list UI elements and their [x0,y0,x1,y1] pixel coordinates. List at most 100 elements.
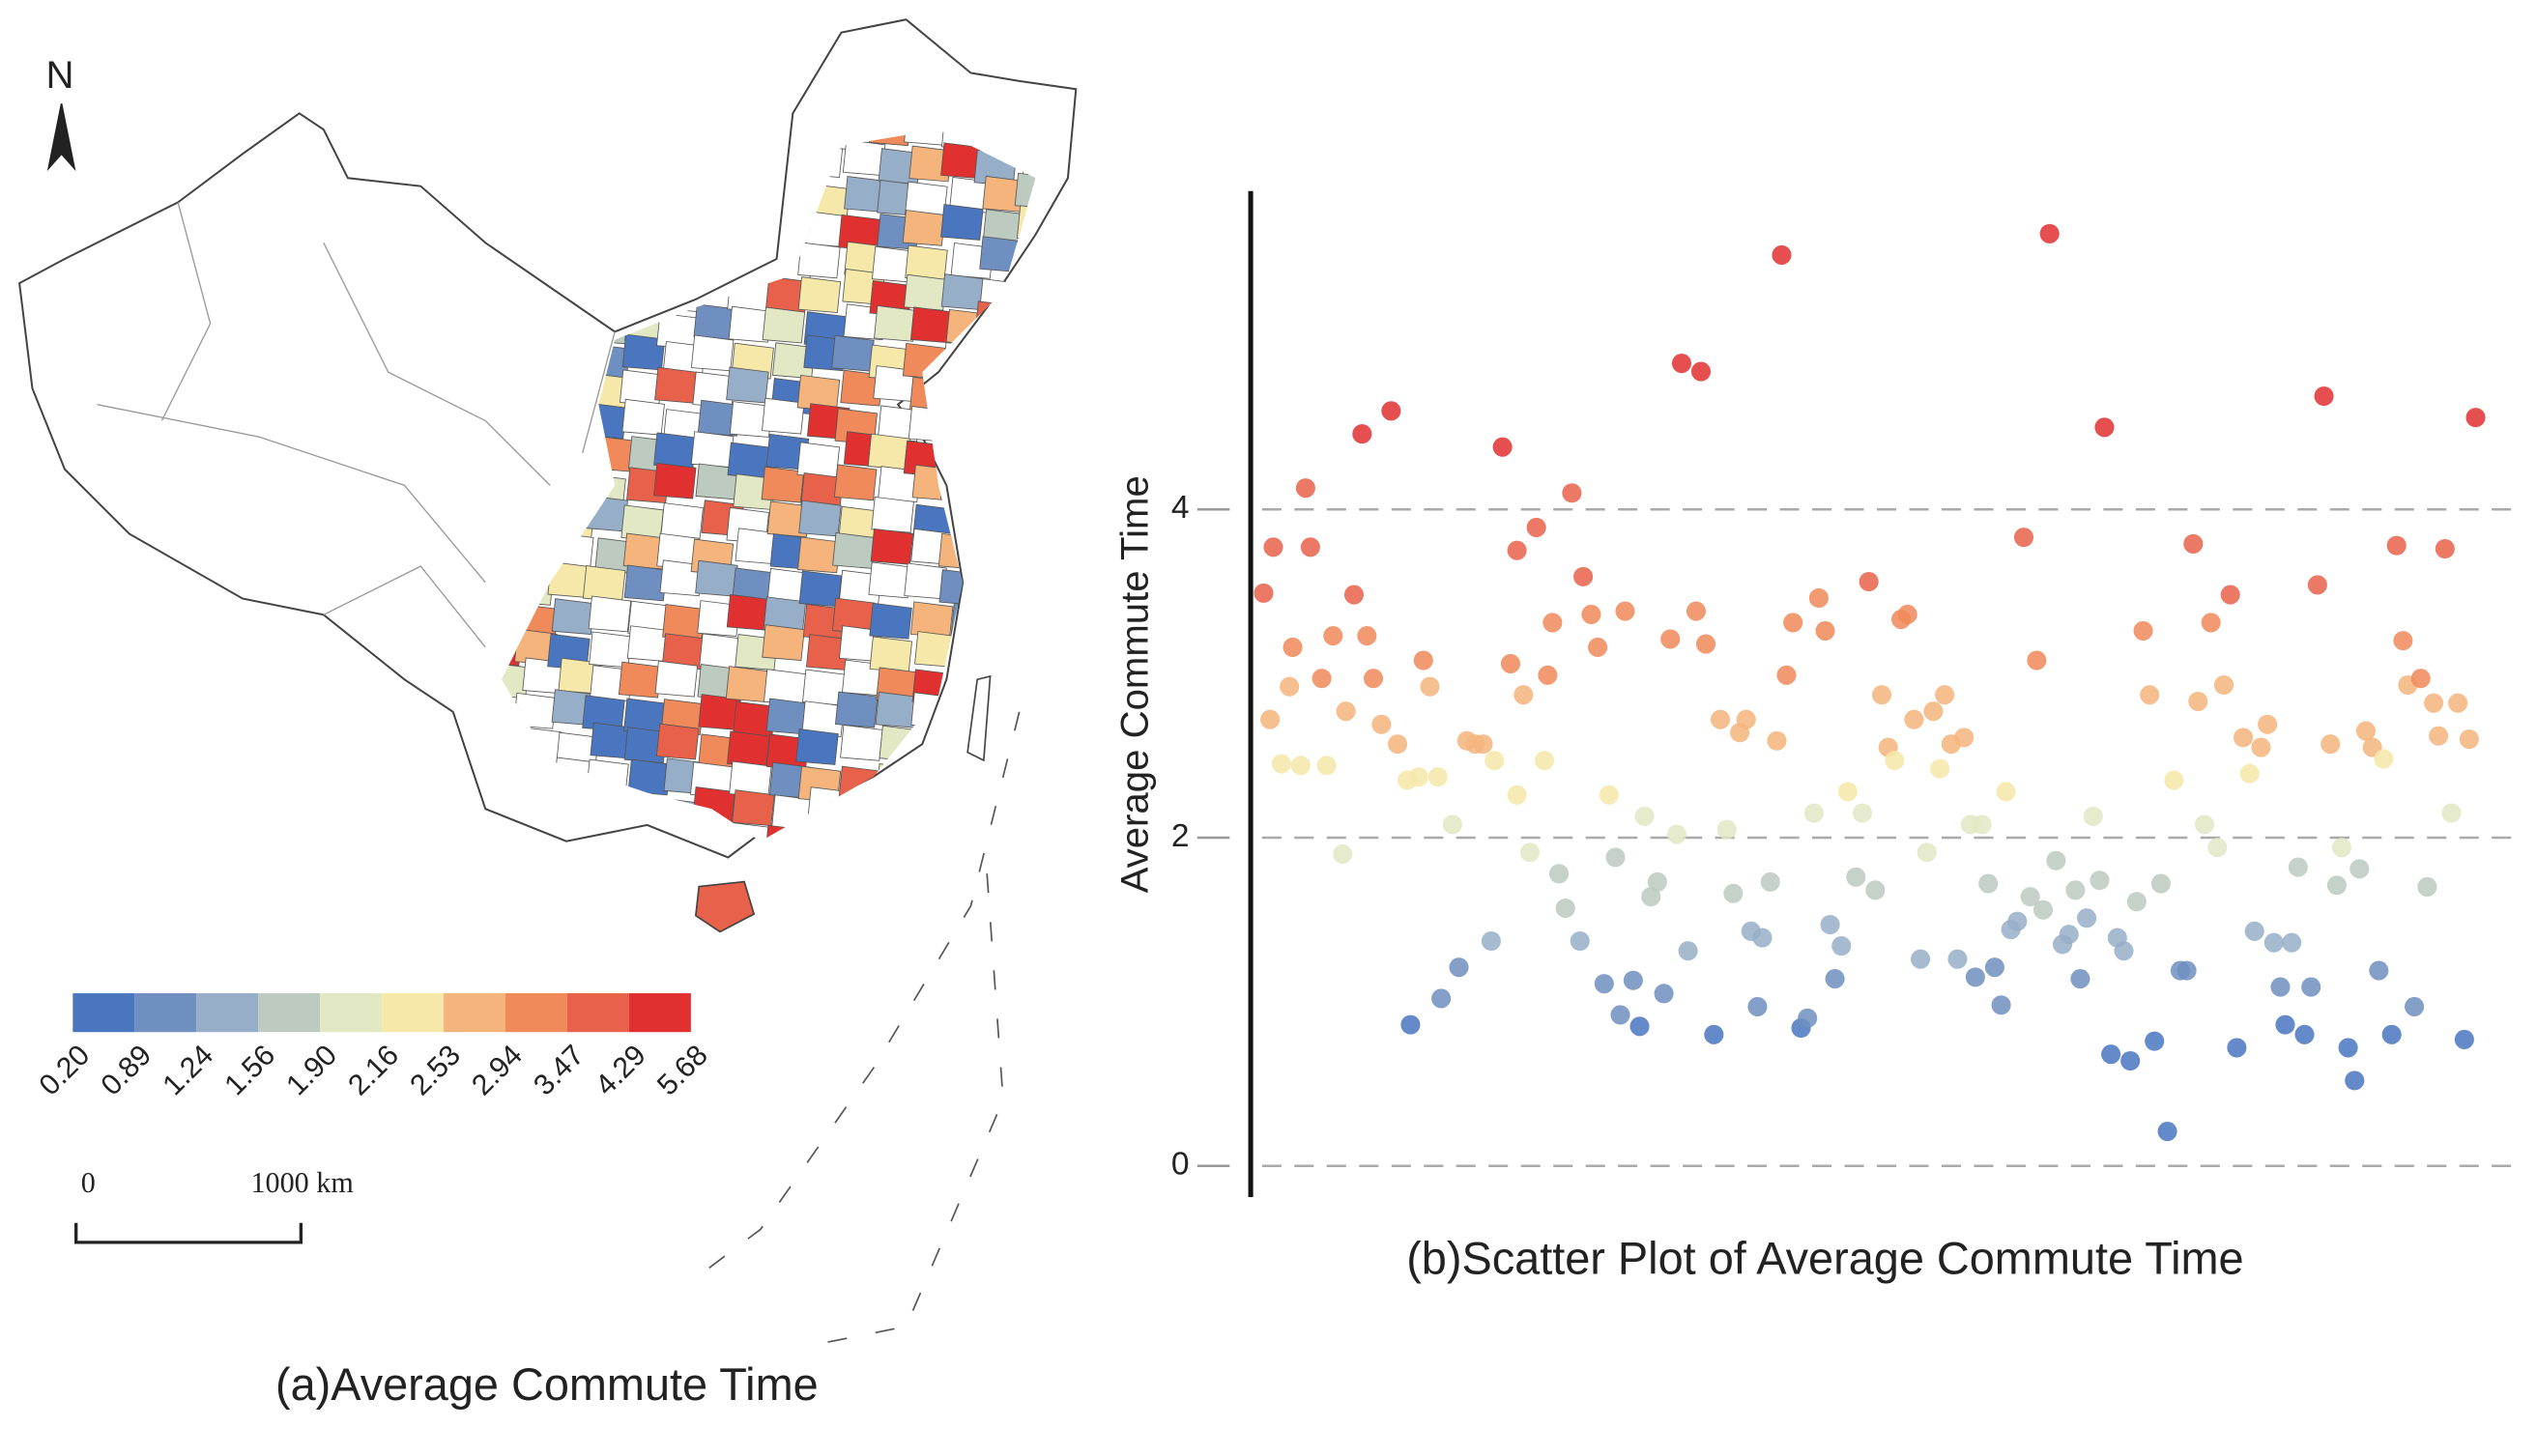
region [842,139,886,177]
region [1046,408,1088,443]
point [1686,601,1707,621]
point [2454,1029,2474,1049]
region [501,181,522,218]
point [2157,1121,2177,1142]
point [1507,540,1527,560]
point [1283,637,1303,657]
sea-dashes [695,711,1021,1344]
legend-label: 4.29 [590,1040,652,1102]
legend-label: 3.47 [528,1040,591,1102]
point [2369,960,2389,981]
point [1852,803,1873,823]
region [869,636,913,673]
legend-label: 0.89 [95,1040,158,1102]
legend-swatch [628,993,691,1033]
region [945,399,989,437]
point [2345,1071,2365,1091]
region [551,598,595,635]
region [618,661,662,699]
point [2251,737,2271,757]
point [2263,932,2284,953]
region [1014,172,1036,210]
point [1514,685,1534,705]
region [1016,731,1036,768]
region [582,565,626,602]
point [2083,806,2103,826]
point [1736,709,1756,729]
point [2140,685,2160,705]
region [523,177,567,214]
region [947,789,991,827]
point [1671,354,1691,374]
point [2448,693,2468,713]
point [1808,587,1829,609]
region [1046,431,1088,467]
region [801,700,845,738]
region [594,174,638,212]
point [2405,996,2425,1016]
region [621,146,665,184]
region [874,304,917,342]
point [2201,613,2221,633]
north-label: N [45,53,73,97]
region [902,210,946,246]
point [1363,669,1384,689]
point [1481,930,1501,952]
point [1570,930,1590,952]
point [1408,767,1428,787]
point [1449,957,1469,978]
point [2314,385,2334,407]
point [1352,424,1372,444]
region [975,819,1019,842]
region [904,273,947,311]
region [944,821,988,842]
north-arrow [46,103,76,172]
region [840,724,883,761]
legend-swatch [258,993,321,1033]
point [1573,566,1594,586]
region [1055,468,1098,503]
point [2090,871,2110,891]
point [2220,585,2240,605]
region [1053,240,1096,275]
point [1647,871,1667,892]
point [2244,921,2264,941]
region [696,149,739,186]
region [725,666,769,702]
point [1254,583,1274,603]
region [1022,280,1036,317]
region [979,567,1023,605]
point [2301,977,2321,997]
region [980,792,1023,830]
region [762,397,805,435]
point [1831,936,1852,956]
point [1911,949,1931,969]
legend-label: 1.56 [218,1040,281,1102]
region [838,765,881,803]
point [1897,604,1917,625]
point [1290,756,1311,776]
region [940,431,984,469]
point [2355,721,2377,741]
point [1947,949,1968,969]
region [697,211,741,248]
point [1263,537,1283,557]
point [1815,620,1835,641]
region [908,406,952,443]
point [1562,483,1582,503]
point [2007,911,2028,931]
point [1930,758,1950,779]
region [501,129,520,147]
region [1048,765,1090,801]
legend-label: 2.94 [466,1040,529,1102]
point [1923,701,1944,722]
point [1825,969,1845,989]
point [1820,914,1840,935]
region [761,466,805,503]
point [2065,880,2086,900]
point [1312,669,1332,689]
region [974,300,1019,338]
region [1016,368,1036,406]
point [2288,857,2308,877]
